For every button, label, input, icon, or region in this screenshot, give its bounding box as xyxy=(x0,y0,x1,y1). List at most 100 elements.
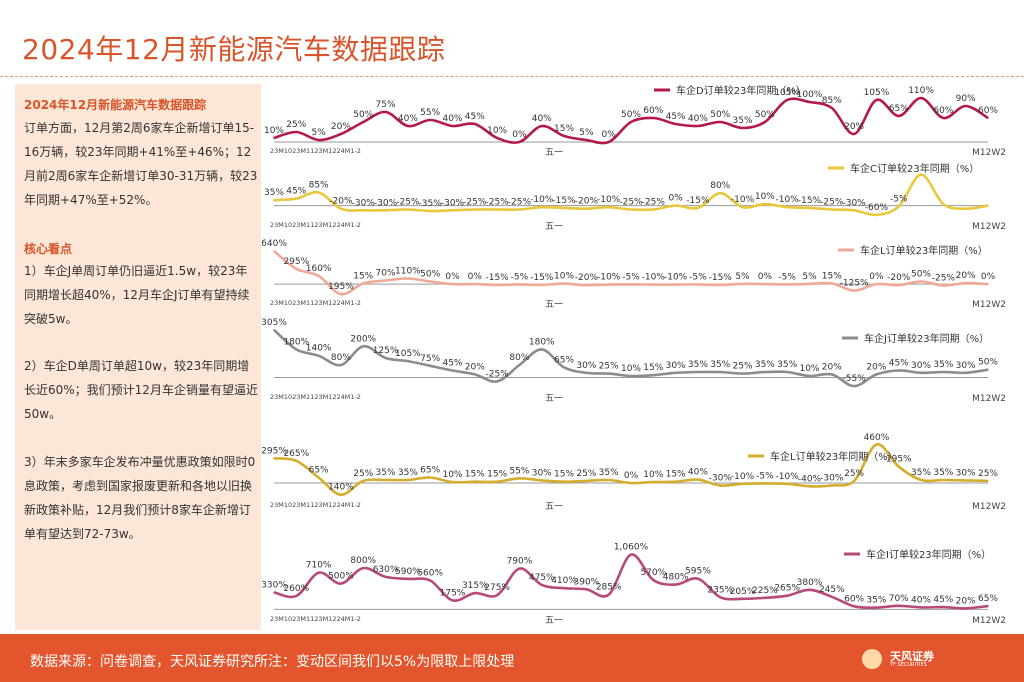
data-label: -5% xyxy=(778,272,796,282)
chart-panel-4: 305%180%140%80%200%125%105% 75% 45% 20%-25%… xyxy=(262,318,1006,404)
data-label: 800% xyxy=(350,556,376,566)
data-label: -25% xyxy=(619,197,643,207)
data-label: -30% xyxy=(352,198,376,208)
data-point xyxy=(607,372,610,375)
data-point xyxy=(540,206,543,208)
data-label: 410% xyxy=(551,576,577,586)
data-point xyxy=(496,480,498,483)
data-point xyxy=(964,607,967,610)
data-point xyxy=(831,282,833,285)
data-point xyxy=(920,479,922,481)
data-point xyxy=(697,283,699,286)
data-point xyxy=(317,139,320,141)
legend-label: 车企D订单较23年同期（%） xyxy=(676,84,806,97)
logo-text: 天风证券 xyxy=(890,650,934,663)
data-label: 50% xyxy=(353,110,373,120)
data-label: 100% xyxy=(797,90,823,100)
data-label: 595% xyxy=(685,567,711,577)
data-point xyxy=(518,477,521,480)
data-label: -10% xyxy=(597,195,621,205)
data-label: 195% xyxy=(328,282,354,292)
data-label: 200% xyxy=(350,334,376,344)
data-label: 180% xyxy=(283,337,309,347)
data-point xyxy=(808,283,811,285)
data-label: 20% xyxy=(331,122,351,132)
data-point xyxy=(384,111,387,113)
data-label: 0% xyxy=(668,194,683,204)
data-point xyxy=(875,443,878,446)
data-label: 80% xyxy=(509,353,529,363)
data-label: -15% xyxy=(686,196,710,206)
data-point xyxy=(273,250,275,252)
data-label: 40% xyxy=(532,114,552,124)
data-point xyxy=(741,283,744,285)
data-label: 35% xyxy=(933,468,953,478)
data-label: -30% xyxy=(374,198,398,208)
data-point xyxy=(362,345,365,348)
data-point xyxy=(585,480,588,482)
data-point xyxy=(964,207,967,210)
data-point xyxy=(340,364,342,366)
data-label: 20% xyxy=(465,362,485,372)
data-label: 20% xyxy=(866,362,886,372)
data-point xyxy=(942,203,945,205)
data-point xyxy=(674,204,677,207)
data-label: -55% xyxy=(842,374,866,384)
data-label: 640% xyxy=(262,239,287,249)
logo-flower-icon xyxy=(862,649,882,669)
data-point xyxy=(987,605,989,607)
data-point xyxy=(630,283,632,286)
data-point xyxy=(429,476,431,479)
data-label: 75% xyxy=(420,354,440,364)
data-point xyxy=(407,360,409,362)
data-point xyxy=(741,598,744,600)
data-label: 15% xyxy=(822,271,842,281)
data-label: 30% xyxy=(666,361,686,371)
data-label: -25% xyxy=(642,197,666,207)
data-label: 60% xyxy=(933,106,953,116)
data-point xyxy=(741,206,744,208)
data-label: -10% xyxy=(776,195,800,205)
data-label: 110% xyxy=(908,86,934,96)
data-point xyxy=(987,204,989,207)
data-point xyxy=(786,206,788,208)
data-point xyxy=(674,283,677,286)
data-point xyxy=(518,283,521,286)
data-point xyxy=(630,482,632,484)
data-label: -15% xyxy=(798,196,822,206)
data-label: -30% xyxy=(820,473,844,483)
data-point xyxy=(897,284,900,286)
data-label: 25% xyxy=(733,362,753,372)
data-label: -15% xyxy=(552,196,576,206)
data-point xyxy=(585,588,588,591)
data-point xyxy=(474,480,476,483)
data-point xyxy=(875,283,878,285)
data-point xyxy=(273,591,275,594)
data-point xyxy=(853,480,855,482)
data-label: 25% xyxy=(576,469,596,479)
data-point xyxy=(295,131,298,133)
data-label: 15% xyxy=(554,470,574,480)
data-label: 315% xyxy=(462,581,488,591)
data-point xyxy=(719,121,722,123)
data-point xyxy=(697,207,699,209)
data-point xyxy=(920,372,922,374)
data-point xyxy=(585,139,588,141)
data-point xyxy=(764,371,766,373)
data-point xyxy=(273,457,275,460)
data-label: 50% xyxy=(755,110,775,120)
sidebar-paragraph-point-3: 3）年末多家车企发布冲量优惠政策如限时0息政策，考虑到国家报废更新和各地以旧换新… xyxy=(24,455,256,541)
data-point xyxy=(540,348,543,351)
data-label: 275% xyxy=(484,583,510,593)
data-label: 15% xyxy=(353,271,373,281)
data-point xyxy=(563,207,565,209)
chart-panel-6: 330%260% 710%500% 800%630%590%560% 175%315%… xyxy=(262,543,1006,626)
data-point xyxy=(764,121,766,123)
data-point xyxy=(964,105,967,107)
data-point xyxy=(518,141,521,143)
data-point xyxy=(808,485,811,488)
data-point xyxy=(317,571,320,574)
data-point xyxy=(697,577,699,580)
data-label: 125% xyxy=(373,346,399,356)
data-point xyxy=(607,593,610,596)
